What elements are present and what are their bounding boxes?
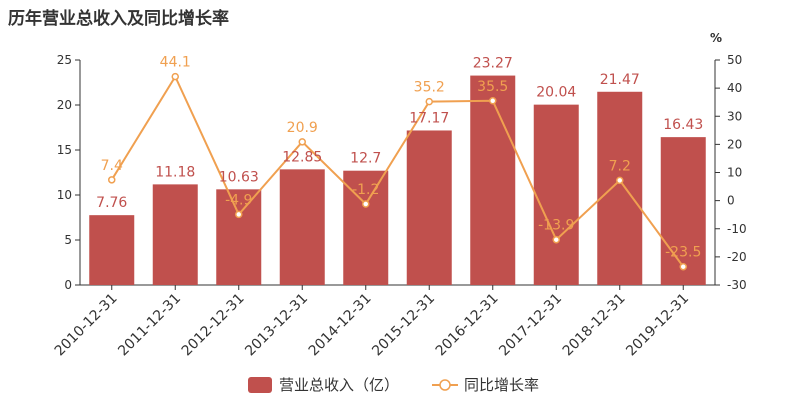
y-left-tick-label: 10 [57,188,72,202]
line-data-label: 20.9 [287,120,318,136]
line-data-label: -1.2 [352,182,379,198]
bar [216,189,262,285]
line-data-label: 44.1 [160,55,191,71]
line-point [425,97,433,106]
bar-data-label: 21.47 [600,72,640,88]
bar-data-label: 20.04 [536,85,576,101]
y-right-tick-label: 50 [727,53,742,67]
bar-data-label: 11.18 [155,164,195,180]
legend-bar-swatch [248,377,272,393]
bar-data-label: 17.17 [409,110,449,126]
data-labels: 7.76 11.18 10.63 12.85 12.7 17.17 23.27 20.04 21… [96,55,703,261]
line-data-label: 35.2 [414,80,445,96]
x-tick-label: 2013-12-31 [242,291,311,360]
legend-line-label: 同比增长率 [464,376,539,394]
legend-bar-label: 营业总收入（亿） [279,376,399,394]
line-series [108,72,687,271]
x-tick-label: 2015-12-31 [369,291,438,360]
line-point [489,97,497,105]
y-right-tick-label: -10 [727,222,747,236]
legend[interactable]: 营业总收入（亿） 同比增长率 [248,376,539,394]
x-tick-label: 2011-12-31 [115,291,184,360]
bar [406,130,452,285]
y-left-tick-label: 15 [57,143,72,157]
line-data-label: 7.4 [101,158,123,174]
bar-data-label: 12.85 [282,149,322,165]
y-left-tick-label: 5 [64,233,72,247]
bar-series [89,75,706,286]
bar-data-label: 23.27 [473,56,513,72]
line-data-label: -23.5 [665,245,701,261]
y-left-tick-label: 0 [64,278,72,292]
line-point [298,138,306,146]
bar [152,184,198,285]
y-right-tick-label: 10 [727,166,742,180]
line-data-label: -4.9 [225,192,252,208]
bar [470,75,516,285]
line-point [679,262,687,271]
bar-data-label: 12.7 [350,151,381,167]
x-tick-label: 2016-12-31 [433,291,502,360]
y-right-tick-label: -20 [727,250,747,264]
bar-data-label: 10.63 [219,169,259,185]
y-right-tick-label: 30 [727,109,742,123]
y-right-tick-label: 20 [727,137,742,151]
y-right-unit-label: % [710,31,722,45]
line-point [552,235,560,244]
line-point [235,210,243,219]
line-point [108,176,116,184]
bar-data-label: 7.76 [96,195,127,211]
y-right-tick-label: 40 [727,81,742,95]
line-point [362,200,370,208]
x-tick-label: 2018-12-31 [560,291,629,360]
y-left-tick-label: 20 [57,98,72,112]
bar [660,137,706,285]
bar [597,91,643,286]
x-tick-label: 2014-12-31 [306,291,375,360]
bar [533,104,579,285]
bar-data-label: 16.43 [663,117,703,133]
legend-line-marker [439,379,451,391]
y-right-tick-label: -30 [727,278,747,292]
chart-title: 历年营业总收入及同比增长率 [8,9,229,29]
bar [279,169,325,285]
line-point [171,72,179,81]
x-tick-label: 2017-12-31 [496,291,565,360]
growth-line [110,74,685,268]
line-data-label: 35.5 [477,79,508,95]
y-right-tick-label: 0 [727,194,735,208]
x-tick-label: 2012-12-31 [179,291,248,360]
line-point [616,176,624,185]
bar [89,215,135,285]
line-data-label: 7.2 [609,158,631,174]
x-tick-label: 2010-12-31 [52,291,121,360]
x-tick-label: 2019-12-31 [623,291,692,360]
y-left-tick-label: 25 [57,53,72,67]
line-data-label: -13.9 [538,218,574,234]
